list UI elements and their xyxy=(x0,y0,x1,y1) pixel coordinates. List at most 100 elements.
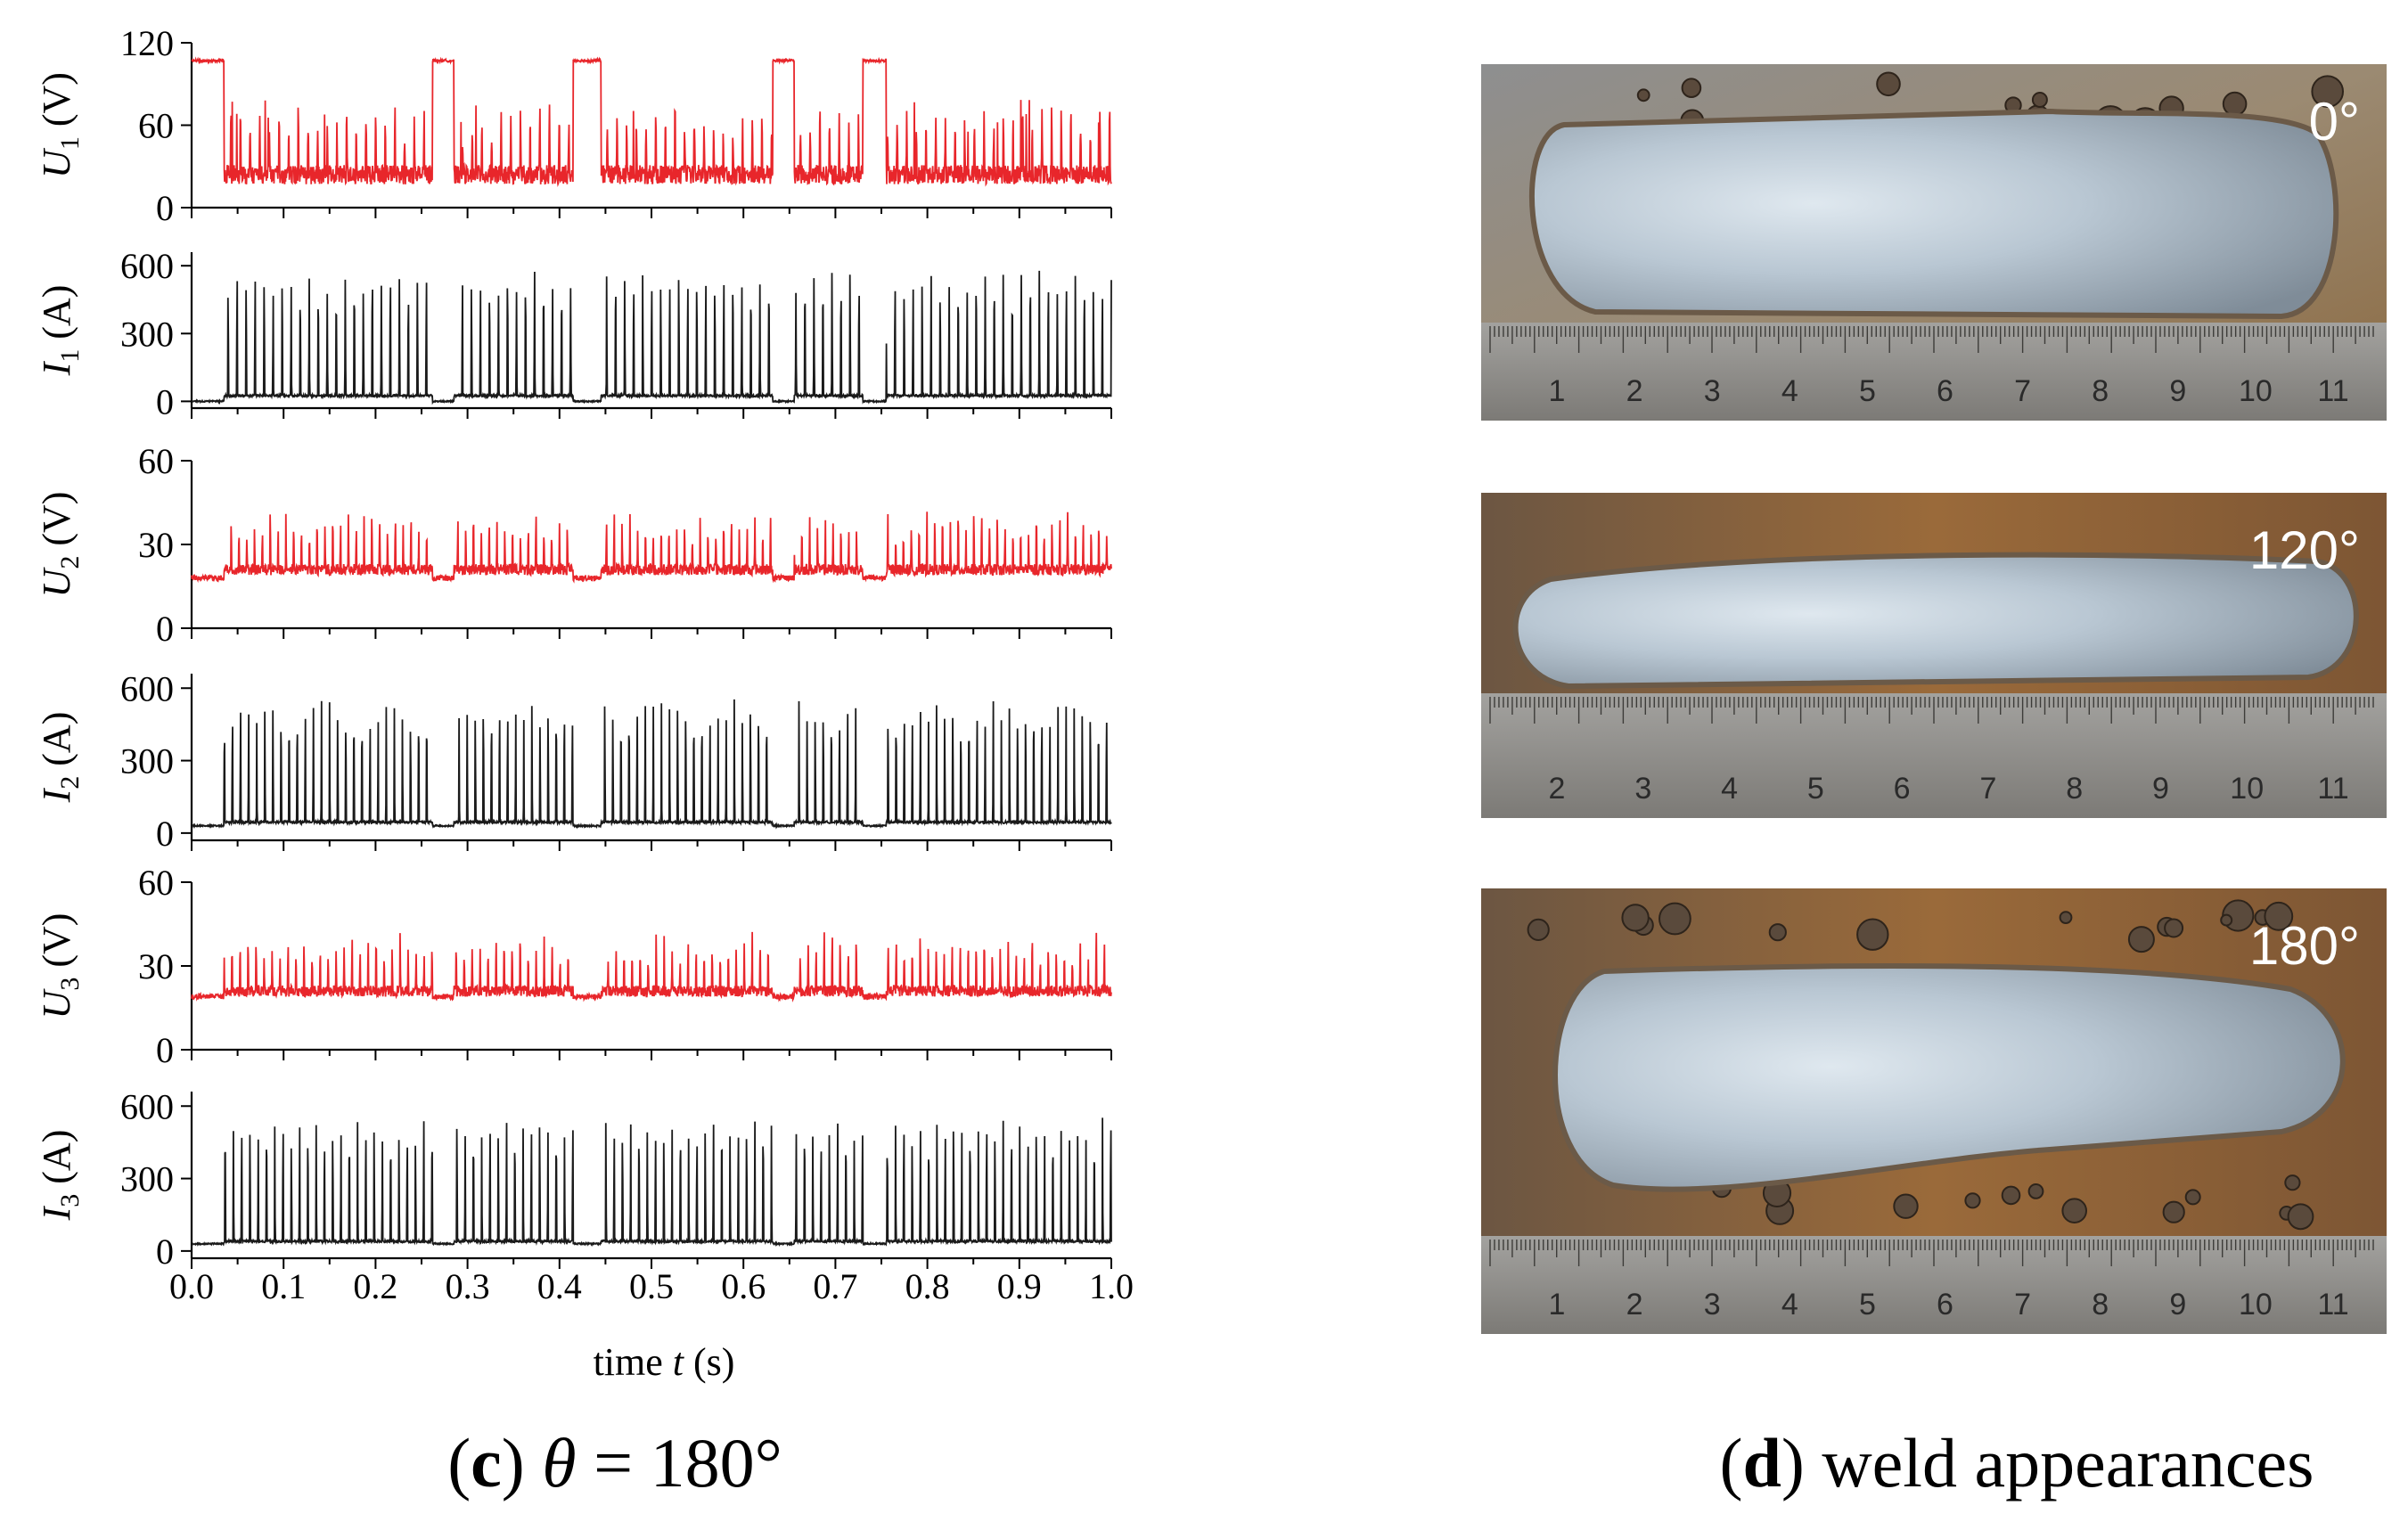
spatter-dot xyxy=(2184,1189,2201,1206)
spatter-dot xyxy=(1964,1192,1981,1209)
ruler-number: 6 xyxy=(1894,772,1911,806)
panel-u2: 0 30 60 U2 (V) xyxy=(35,441,1112,649)
spatter-dot xyxy=(2264,901,2294,931)
ruler-number: 5 xyxy=(1859,1288,1876,1322)
spatter-dot xyxy=(2284,1174,2301,1191)
y-tick-label: 60 xyxy=(138,441,174,481)
ruler-number: 11 xyxy=(2317,772,2348,806)
spatter-dot xyxy=(1527,918,1550,942)
x-axis-label: time t (s) xyxy=(594,1340,735,1384)
ruler-number: 4 xyxy=(1781,374,1798,408)
caption-d: (d) weld appearances xyxy=(1719,1424,2314,1502)
spatter-dot xyxy=(2287,1203,2314,1231)
ruler-number: 7 xyxy=(2014,374,2031,408)
ruler-number: 10 xyxy=(2230,772,2264,806)
signal-trace xyxy=(191,56,1112,188)
signal-trace xyxy=(191,511,1112,584)
ruler-number: 5 xyxy=(1807,772,1824,806)
y-axis-label: U1 (V) xyxy=(35,72,85,178)
angle-label: 120° xyxy=(2249,520,2360,580)
angle-label: 0° xyxy=(2309,92,2360,151)
ruler-number: 2 xyxy=(1626,1288,1643,1322)
signal-trace xyxy=(191,270,1112,405)
caption-c: (c) θ = 180° xyxy=(447,1424,782,1502)
spatter-dot xyxy=(1876,71,1901,97)
x-tick-label: 0.3 xyxy=(446,1266,490,1306)
ruler-number: 8 xyxy=(2092,374,2109,408)
spatter-dot xyxy=(1636,88,1650,102)
signal-trace xyxy=(191,1117,1112,1248)
ruler-number: 3 xyxy=(1704,374,1721,408)
ruler-number: 10 xyxy=(2239,374,2273,408)
x-tick-label: 0.1 xyxy=(261,1266,306,1306)
panel-i1: 0 300 600 I1 (A) xyxy=(35,246,1112,421)
spatter-dot xyxy=(2222,91,2248,117)
y-tick-label: 600 xyxy=(120,1086,174,1126)
y-tick-label: 60 xyxy=(138,863,174,903)
ruler-number: 8 xyxy=(2092,1288,2109,1322)
x-tick-label: 0.4 xyxy=(537,1266,582,1306)
ruler-number: 9 xyxy=(2152,772,2169,806)
spatter-dot xyxy=(2061,1198,2087,1223)
ruler-number: 4 xyxy=(1781,1288,1798,1322)
y-axis-label: I1 (A) xyxy=(35,285,85,377)
y-axis-label: I2 (A) xyxy=(35,712,85,804)
spatter-dot xyxy=(2001,1185,2021,1206)
spatter-dot xyxy=(2027,1183,2044,1199)
ruler-number: 11 xyxy=(2317,1288,2348,1322)
ruler-number: 5 xyxy=(1859,374,1876,408)
spatter-dot xyxy=(2311,75,2344,108)
spatter-dot xyxy=(1893,1193,1919,1219)
spatter-dot xyxy=(2127,926,2155,953)
x-axis: 0.0 0.1 0.2 0.3 0.4 0.5 0.6 0.7 0.8 0.9 1.0 xyxy=(169,1266,1134,1306)
x-tick-label: 0.6 xyxy=(721,1266,766,1306)
spatter-dot xyxy=(1768,923,1787,942)
signal-trace xyxy=(191,931,1112,1002)
x-tick-label: 0.9 xyxy=(997,1266,1042,1306)
weld-bead xyxy=(1552,963,2346,1192)
weld-bead xyxy=(1512,552,2359,690)
ruler-number: 7 xyxy=(1979,772,1996,806)
y-tick-label: 300 xyxy=(120,1159,174,1199)
weld-bead xyxy=(1528,108,2339,320)
x-tick-label: 1.0 xyxy=(1089,1266,1134,1306)
y-tick-label: 300 xyxy=(120,314,174,354)
spatter-dot xyxy=(1621,904,1650,932)
spatter-dot xyxy=(2164,918,2184,938)
ruler-number: 7 xyxy=(2014,1288,2031,1322)
panel-i2: 0 300 600 I2 (A) xyxy=(35,668,1112,854)
weld-photo: 2 3 4 5 6 7 8 9 10 11 120° xyxy=(1481,493,2387,818)
weld-photo: 1 2 3 4 5 6 7 8 9 10 11 0° xyxy=(1481,64,2387,421)
weld-photos: 1 2 3 4 5 6 7 8 9 10 11 0° 2 3 4 5 6 7 8 9 10 11 120° 1 2 3 4 5 6 7 8 9… xyxy=(1481,64,2387,1334)
y-tick-label: 0 xyxy=(156,609,174,649)
ruler-number: 3 xyxy=(1704,1288,1721,1322)
y-tick-label: 120 xyxy=(120,23,174,63)
y-tick-label: 0 xyxy=(156,381,174,421)
ruler-number: 10 xyxy=(2239,1288,2273,1322)
spatter-dot xyxy=(2059,911,2073,924)
y-tick-label: 0 xyxy=(156,814,174,854)
y-tick-label: 0 xyxy=(156,1030,174,1070)
ruler-number: 9 xyxy=(2169,374,2186,408)
y-tick-label: 300 xyxy=(120,741,174,781)
spatter-dot xyxy=(1856,918,1889,951)
panel-u1: 0 60 120 U1 (V) xyxy=(35,23,1112,228)
ruler-number: 11 xyxy=(2317,374,2348,408)
y-tick-label: 0 xyxy=(156,188,174,228)
panel-i3: 0 300 600 I3 (A) xyxy=(35,1086,1112,1272)
x-tick-label: 0.5 xyxy=(629,1266,674,1306)
spatter-dot xyxy=(2220,913,2233,927)
y-tick-label: 600 xyxy=(120,246,174,286)
x-tick-label: 0.8 xyxy=(905,1266,950,1306)
ruler-number: 1 xyxy=(1549,1288,1566,1322)
spatter-dot xyxy=(2162,1200,2185,1223)
x-tick-label: 0.2 xyxy=(353,1266,397,1306)
ruler-number: 9 xyxy=(2169,1288,2186,1322)
y-tick-label: 600 xyxy=(120,668,174,708)
signal-trace xyxy=(191,699,1112,830)
x-tick-label: 0.7 xyxy=(813,1266,857,1306)
ruler-number: 8 xyxy=(2066,772,2083,806)
weld-photo: 1 2 3 4 5 6 7 8 9 10 11 180° xyxy=(1481,888,2387,1334)
